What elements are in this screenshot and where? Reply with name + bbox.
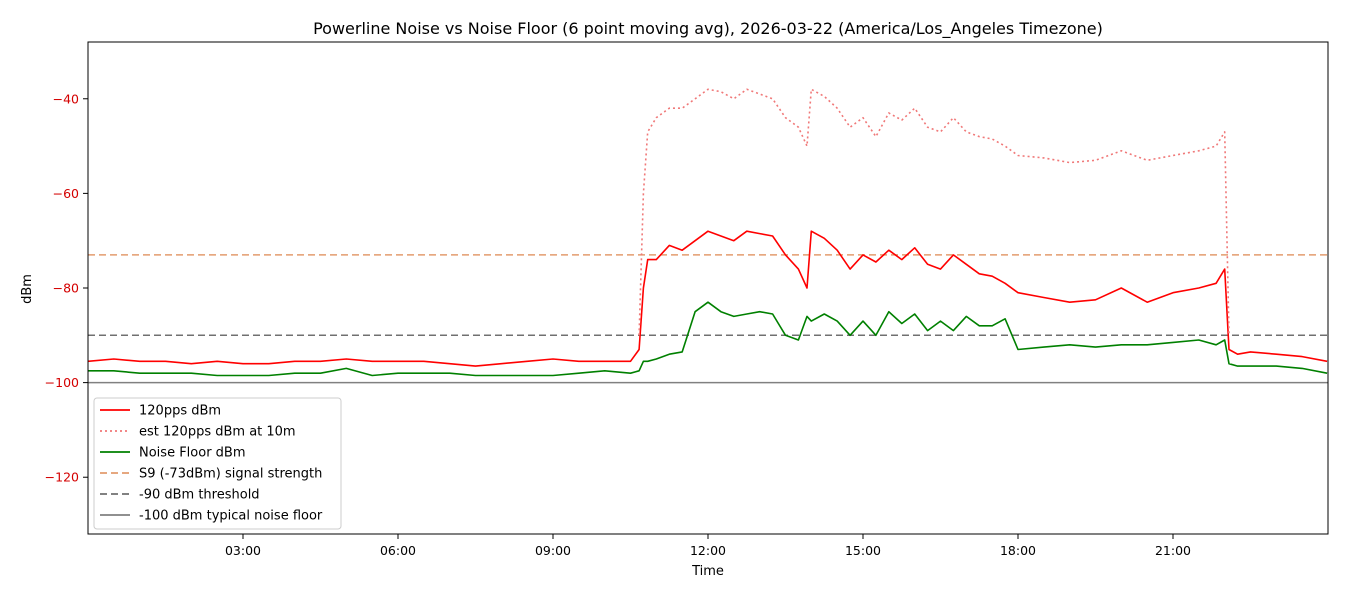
- y-tick-label: −80: [53, 281, 79, 296]
- legend-label-0: 120pps dBm: [139, 404, 221, 419]
- x-tick-label: 06:00: [380, 543, 416, 558]
- legend: 120pps dBm est 120pps dBm at 10m Noise Flo…: [93, 397, 342, 530]
- x-axis-label: Time: [691, 564, 724, 579]
- y-tick-label: −100: [45, 375, 79, 390]
- legend-label-1: est 120pps dBm at 10m: [139, 425, 296, 440]
- y-tick-label: −60: [53, 186, 79, 201]
- series-line-1: [638, 88, 1230, 336]
- x-tick-label: 12:00: [690, 543, 726, 558]
- x-tick-label: 18:00: [1000, 543, 1036, 558]
- legend-label-3: S9 (-73dBm) signal strength: [139, 467, 322, 482]
- y-axis: −40 −60 −80 −100 −120: [45, 91, 88, 485]
- y-axis-label: dBm: [20, 274, 35, 304]
- reference-lines: [88, 254, 1328, 384]
- legend-label-2: Noise Floor dBm: [139, 446, 246, 461]
- legend-box: [93, 397, 342, 530]
- x-tick-label: 03:00: [225, 543, 261, 558]
- series-lines: [87, 88, 1328, 377]
- x-tick-label: 15:00: [845, 543, 881, 558]
- legend-label-5: -100 dBm typical noise floor: [139, 509, 323, 524]
- chart-title: Powerline Noise vs Noise Floor (6 point …: [313, 19, 1103, 39]
- x-axis: 03:00 06:00 09:00 12:00 15:00 18:00 21:00: [225, 534, 1191, 558]
- series-line-0: [87, 230, 1328, 367]
- legend-label-4: -90 dBm threshold: [139, 488, 260, 503]
- y-tick-label: −40: [53, 91, 79, 106]
- y-tick-label: −120: [45, 470, 79, 485]
- x-tick-label: 21:00: [1155, 543, 1191, 558]
- x-tick-label: 09:00: [535, 543, 571, 558]
- series-line-2: [88, 301, 1328, 377]
